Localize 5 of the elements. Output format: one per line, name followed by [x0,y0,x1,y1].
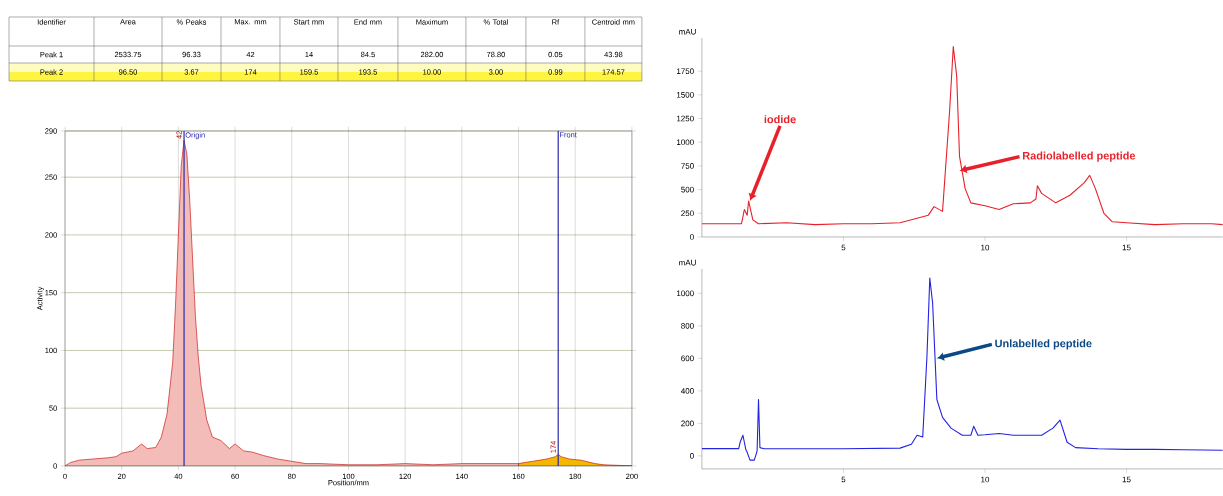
line-series [701,46,1223,226]
annotation: Radiolabelled peptide [1022,151,1136,162]
line-series [701,277,1223,461]
annotation: Unlabelled peptide [995,339,1092,350]
annotation: iodide [764,115,796,124]
